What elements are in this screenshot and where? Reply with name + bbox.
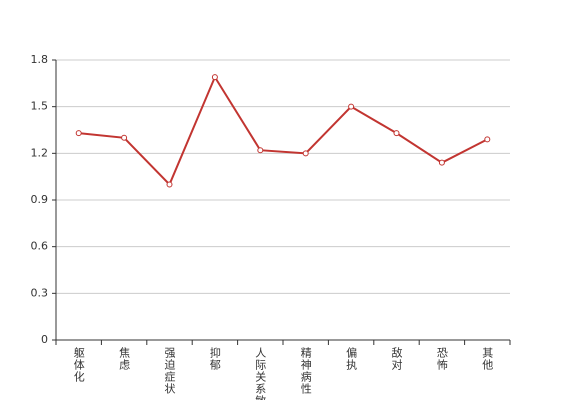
y-tick-label: 0 [41, 333, 48, 346]
y-tick-label: 0.6 [31, 240, 49, 253]
x-tick-label: 精神病性 [299, 347, 312, 395]
x-tick-label: 焦虑 [118, 347, 131, 371]
y-tick-label: 1.5 [31, 100, 49, 113]
marker [257, 147, 264, 154]
marker [166, 181, 173, 188]
marker [302, 150, 309, 157]
x-tick-label: 躯体化 [72, 347, 85, 383]
line [78, 74, 488, 187]
marker [121, 134, 128, 141]
marker [438, 159, 445, 166]
marker [75, 130, 82, 137]
marker [484, 136, 491, 143]
x-tick-label: 恐怖 [435, 347, 448, 371]
x-tick-label: 偏执 [345, 346, 358, 371]
x-tick-label: 敌对 [390, 346, 403, 371]
marker [348, 103, 355, 110]
x-tick-label: 强迫症状 [163, 347, 176, 395]
y-tick-label: 1.8 [31, 53, 49, 66]
y-tick-label: 0.9 [31, 193, 49, 206]
y-tick-label: 1.2 [31, 146, 49, 159]
y-tick-label: 0.3 [31, 286, 49, 299]
x-tick-label: 人际关系敏感 [254, 347, 267, 400]
marker [393, 130, 400, 137]
x-tick-label: 抑郁 [208, 346, 221, 371]
x-tick-label: 其他 [481, 347, 494, 371]
marker [211, 74, 218, 81]
